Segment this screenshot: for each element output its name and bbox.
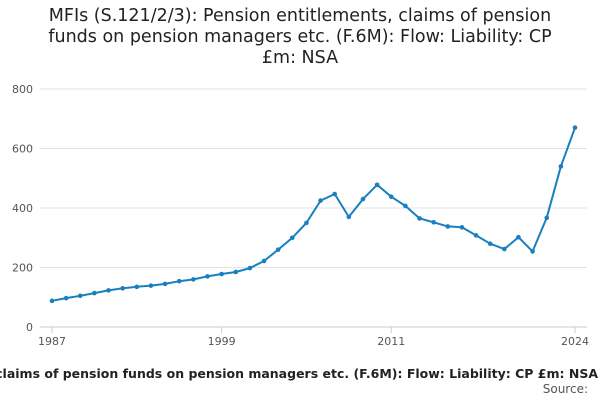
chart-title: MFIs (S.121/2/3): Pension entitlements, … <box>20 6 580 69</box>
series-line <box>51 127 576 302</box>
y-tick-label: 400 <box>12 202 33 215</box>
x-axis-label: Pension entitlements, claims of pension … <box>0 366 598 381</box>
y-tick-labels: 0 200 400 600 800 <box>12 83 33 334</box>
data-point[interactable] <box>558 164 564 169</box>
data-point[interactable] <box>219 271 224 277</box>
y-tick-label: 600 <box>12 143 33 156</box>
gridlines <box>40 88 587 268</box>
chart-title-line-3: £m: NSA <box>261 48 339 68</box>
x-tick-label: 1987 <box>38 335 66 348</box>
data-point[interactable] <box>417 216 422 221</box>
data-point[interactable] <box>473 233 479 238</box>
data-point[interactable] <box>120 286 125 291</box>
y-tick-label: 0 <box>26 321 33 334</box>
data-point[interactable] <box>544 215 550 221</box>
data-point[interactable] <box>176 278 182 284</box>
data-point[interactable] <box>403 203 408 209</box>
data-point[interactable] <box>572 125 578 130</box>
data-point[interactable] <box>289 235 295 241</box>
series-line-group <box>51 127 576 302</box>
data-point[interactable] <box>318 198 323 203</box>
data-point[interactable] <box>205 274 210 279</box>
chart-title-line-2: funds on pension managers etc. (F.6M): F… <box>48 27 552 47</box>
data-point[interactable] <box>487 241 493 246</box>
x-tick-label: 1999 <box>208 335 236 348</box>
data-points <box>49 125 578 304</box>
data-point[interactable] <box>63 295 69 301</box>
data-point[interactable] <box>502 246 507 252</box>
x-tick-labels: 1987 1999 2011 2024 <box>38 335 589 348</box>
data-point[interactable] <box>332 191 338 197</box>
data-point[interactable] <box>530 249 535 254</box>
data-point[interactable] <box>459 225 465 230</box>
data-point[interactable] <box>92 290 97 296</box>
data-point[interactable] <box>77 293 83 299</box>
x-axis-label-container: Pension entitlements, claims of pension … <box>0 366 600 382</box>
data-point[interactable] <box>516 234 521 240</box>
data-point[interactable] <box>304 220 309 226</box>
data-point[interactable] <box>275 247 281 252</box>
data-point[interactable] <box>374 182 380 188</box>
source-label: Source: <box>542 382 588 396</box>
y-tick-label: 200 <box>12 262 33 275</box>
data-point[interactable] <box>261 258 267 264</box>
data-point[interactable] <box>445 224 451 229</box>
data-point[interactable] <box>247 265 253 271</box>
data-point[interactable] <box>134 284 140 290</box>
data-point[interactable] <box>106 288 111 293</box>
data-point[interactable] <box>388 194 394 199</box>
x-tick-label: 2024 <box>561 335 589 348</box>
data-point[interactable] <box>346 214 352 220</box>
data-point[interactable] <box>431 219 436 225</box>
y-tick-label: 800 <box>12 83 33 96</box>
data-point[interactable] <box>49 298 55 304</box>
data-point[interactable] <box>148 283 154 288</box>
x-axis <box>40 326 587 333</box>
chart-title-line-1: MFIs (S.121/2/3): Pension entitlements, … <box>48 6 552 26</box>
data-point[interactable] <box>162 281 168 287</box>
x-tick-label: 2011 <box>377 335 405 348</box>
data-point[interactable] <box>360 196 366 202</box>
data-point[interactable] <box>233 269 239 275</box>
data-point[interactable] <box>191 277 196 282</box>
